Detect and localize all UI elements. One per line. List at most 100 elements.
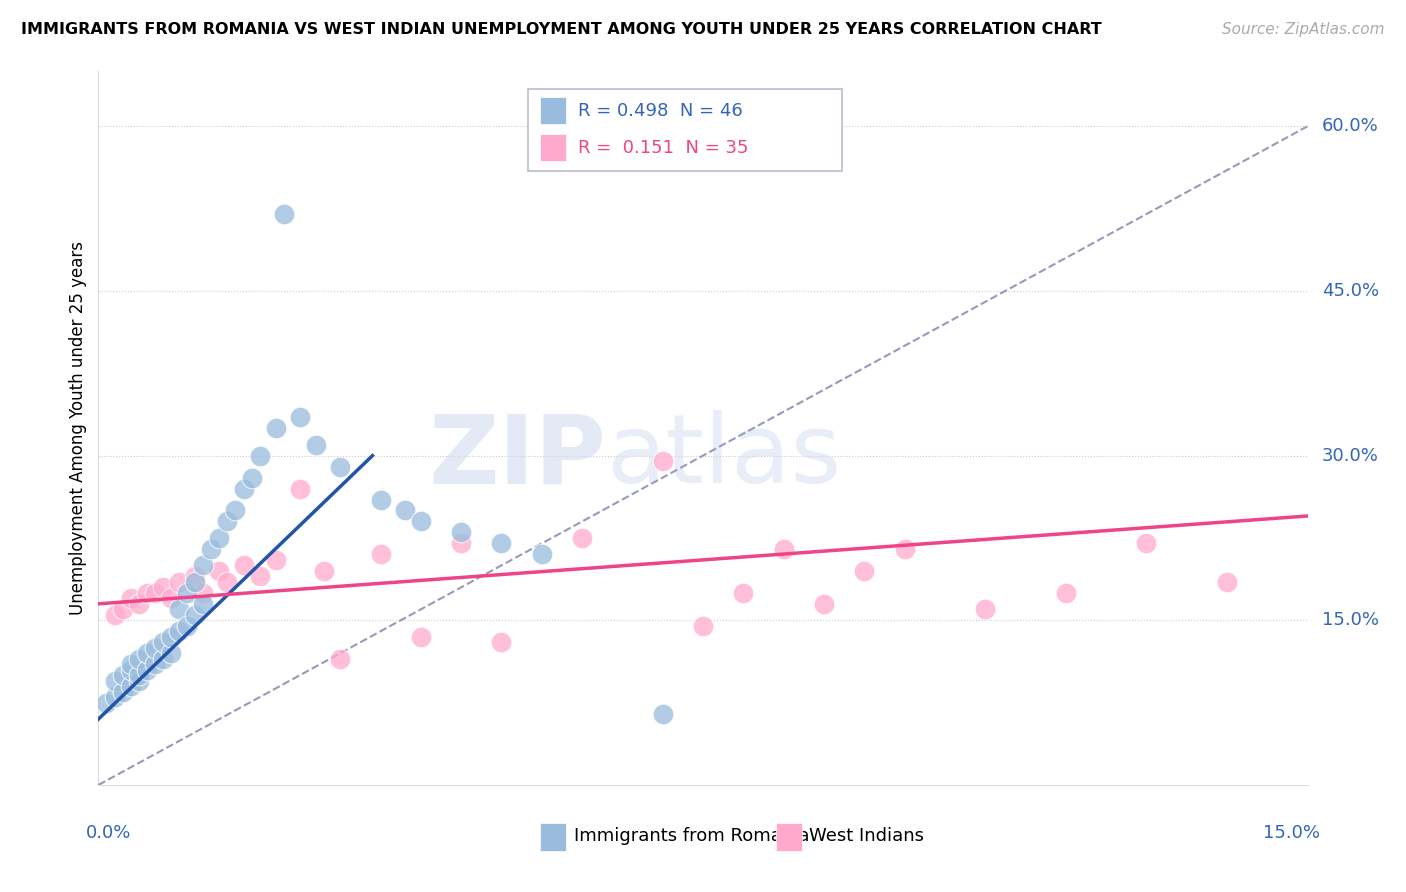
Point (208, 564, 231, 578)
Point (772, 541, 794, 556)
Point (152, 635, 174, 649)
FancyBboxPatch shape (776, 823, 803, 851)
Point (193, 597, 215, 611)
Point (128, 651, 150, 665)
Point (120, 663, 142, 677)
Point (651, 454, 673, 468)
Y-axis label: Unemployment Among Youth under 25 years: Unemployment Among Youth under 25 years (69, 241, 87, 615)
Point (329, 651, 352, 665)
Point (240, 470, 263, 484)
Point (370, 548, 392, 562)
FancyBboxPatch shape (540, 823, 567, 851)
Point (193, 586, 215, 600)
Text: 15.0%: 15.0% (1322, 611, 1379, 629)
Point (288, 482, 311, 496)
Point (128, 673, 150, 688)
Point (491, 536, 513, 550)
Point (208, 531, 231, 545)
Point (692, 619, 714, 633)
FancyBboxPatch shape (540, 134, 567, 161)
Text: 15.0%: 15.0% (1263, 824, 1320, 842)
Point (184, 574, 207, 589)
Text: atlas: atlas (606, 410, 841, 503)
Point (184, 569, 207, 583)
Point (103, 690, 125, 705)
Point (232, 558, 254, 573)
Point (167, 574, 190, 589)
Point (974, 602, 997, 616)
Point (530, 548, 553, 562)
Point (176, 586, 198, 600)
Point (160, 591, 183, 606)
Point (128, 668, 150, 682)
Point (217, 574, 239, 589)
Point (733, 586, 755, 600)
Point (176, 619, 198, 633)
Point (135, 586, 157, 600)
Point (120, 657, 142, 672)
Point (184, 607, 207, 622)
Point (853, 564, 876, 578)
Point (450, 536, 472, 550)
Point (160, 646, 183, 660)
Point (409, 630, 432, 644)
Point (1054, 586, 1077, 600)
Text: Immigrants from Romania: Immigrants from Romania (574, 828, 808, 846)
Point (305, 437, 328, 451)
Point (128, 597, 150, 611)
Point (143, 586, 166, 600)
Point (96, 696, 118, 710)
Point (120, 591, 142, 606)
Point (394, 503, 416, 517)
Point (329, 459, 352, 474)
Text: R = 0.498  N = 46: R = 0.498 N = 46 (578, 102, 744, 120)
Point (135, 663, 157, 677)
Point (651, 706, 673, 721)
Point (893, 541, 915, 556)
Text: 0.0%: 0.0% (86, 824, 132, 842)
Point (135, 646, 157, 660)
Point (193, 558, 215, 573)
Point (152, 651, 174, 665)
Point (450, 525, 472, 540)
Point (160, 630, 183, 644)
Point (103, 673, 125, 688)
Point (224, 503, 246, 517)
Point (249, 449, 271, 463)
Point (152, 580, 174, 594)
Point (111, 684, 134, 698)
Point (1216, 574, 1239, 589)
Point (111, 602, 134, 616)
Point (264, 553, 287, 567)
Text: 60.0%: 60.0% (1322, 117, 1379, 136)
Point (200, 541, 222, 556)
Point (314, 564, 336, 578)
Point (143, 640, 166, 655)
Point (167, 624, 190, 639)
Point (217, 515, 239, 529)
Text: West Indians: West Indians (810, 828, 924, 846)
Point (232, 482, 254, 496)
Point (571, 531, 593, 545)
Text: 30.0%: 30.0% (1322, 447, 1379, 465)
Point (1135, 536, 1157, 550)
Text: R =  0.151  N = 35: R = 0.151 N = 35 (578, 139, 749, 157)
Point (273, 207, 295, 221)
Text: IMMIGRANTS FROM ROMANIA VS WEST INDIAN UNEMPLOYMENT AMONG YOUTH UNDER 25 YEARS C: IMMIGRANTS FROM ROMANIA VS WEST INDIAN U… (21, 22, 1102, 37)
Point (111, 668, 134, 682)
Point (249, 569, 271, 583)
Point (103, 607, 125, 622)
Point (409, 515, 432, 529)
FancyBboxPatch shape (540, 97, 567, 124)
FancyBboxPatch shape (527, 89, 842, 171)
Point (491, 635, 513, 649)
Point (264, 421, 287, 435)
Point (370, 492, 392, 507)
Point (813, 597, 835, 611)
Text: 45.0%: 45.0% (1322, 282, 1379, 300)
Point (288, 410, 311, 425)
Point (167, 602, 190, 616)
Point (120, 679, 142, 693)
Text: Source: ZipAtlas.com: Source: ZipAtlas.com (1222, 22, 1385, 37)
Point (143, 657, 166, 672)
